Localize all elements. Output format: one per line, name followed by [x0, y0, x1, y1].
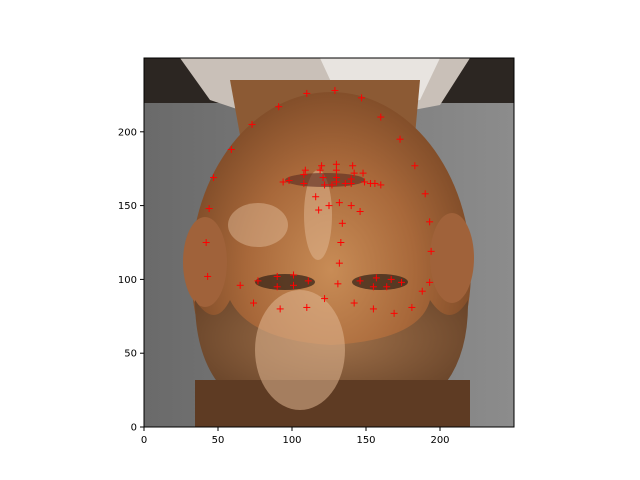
x-tick-label: 200 — [430, 435, 449, 446]
landmark-point — [335, 199, 343, 207]
landmark-point — [303, 89, 311, 97]
landmark-point — [369, 283, 377, 291]
landmark-point — [300, 179, 308, 187]
landmark-point — [358, 94, 366, 102]
landmark-point — [273, 283, 281, 291]
landmark-point — [331, 86, 339, 94]
landmark-point — [361, 178, 369, 186]
landmark-point — [248, 120, 256, 128]
landmark-point — [210, 174, 218, 182]
landmark-point — [396, 135, 404, 143]
landmark-point — [347, 202, 355, 210]
landmark-point — [350, 169, 358, 177]
y-tick-label: 0 — [131, 423, 137, 434]
landmark-point — [276, 305, 284, 313]
y-tick-label: 50 — [124, 349, 137, 360]
landmark-point — [332, 160, 340, 168]
landmark-point — [426, 278, 434, 286]
landmark-point — [205, 205, 213, 213]
landmark-point — [279, 178, 287, 186]
landmark-point — [387, 275, 395, 283]
landmark-point — [316, 166, 324, 174]
landmark-point — [332, 174, 340, 182]
y-tick-label: 100 — [118, 275, 137, 286]
landmark-point — [411, 162, 419, 170]
landmark-point — [273, 272, 281, 280]
landmark-point — [254, 277, 262, 285]
landmark-point — [300, 171, 308, 179]
landmark-point — [390, 309, 398, 317]
landmark-point — [275, 103, 283, 111]
landmark-point — [338, 219, 346, 227]
x-tick-label: 50 — [212, 435, 225, 446]
landmark-point — [408, 303, 416, 311]
x-tick-label: 150 — [356, 435, 375, 446]
landmark-point — [227, 146, 235, 154]
landmark-point — [250, 299, 258, 307]
landmark-point — [303, 303, 311, 311]
landmark-point — [341, 179, 349, 187]
landmark-point — [366, 179, 374, 187]
y-tick-label: 150 — [118, 201, 137, 212]
landmark-point — [321, 181, 329, 189]
landmark-point — [319, 174, 327, 182]
landmark-point — [289, 281, 297, 289]
landmark-point — [418, 287, 426, 295]
landmark-point — [359, 169, 367, 177]
landmark-point — [325, 202, 333, 210]
plot-frame — [143, 57, 515, 428]
landmark-point — [301, 166, 309, 174]
landmark-point — [334, 280, 342, 288]
landmark-point — [421, 190, 429, 198]
face-photo-background — [144, 58, 514, 427]
x-axis: 0 50 100 150 200 — [141, 427, 450, 446]
x-tick-label: 0 — [141, 435, 147, 446]
landmark-point — [383, 283, 391, 291]
landmark-point — [285, 177, 293, 185]
landmark-point — [426, 218, 434, 226]
landmark-point — [377, 181, 385, 189]
landmark-point — [356, 208, 364, 216]
landmark-point — [312, 193, 320, 201]
landmark-markers — [202, 86, 435, 317]
landmark-point — [289, 271, 297, 279]
landmark-point — [369, 305, 377, 313]
landmark-point — [318, 162, 326, 170]
landmark-point — [398, 278, 406, 286]
landmark-point — [427, 247, 435, 255]
y-axis: 0 50 100 150 200 — [118, 127, 144, 434]
landmark-point — [202, 239, 210, 246]
x-tick-label: 100 — [282, 435, 301, 446]
landmark-point — [377, 113, 385, 121]
landmark-point — [304, 277, 312, 285]
landmark-point — [321, 295, 329, 303]
landmark-point — [372, 274, 380, 282]
landmark-point — [328, 181, 336, 189]
landmark-point — [204, 272, 212, 280]
landmark-point — [356, 277, 364, 285]
landmark-point — [332, 166, 340, 174]
landmark-point — [315, 206, 323, 214]
landmark-point — [350, 299, 358, 307]
landmark-point — [349, 162, 357, 170]
y-tick-label: 200 — [118, 127, 137, 138]
landmark-point — [335, 259, 343, 267]
landmark-point — [347, 175, 355, 183]
landmark-point — [236, 281, 244, 289]
landmark-point — [337, 239, 345, 246]
